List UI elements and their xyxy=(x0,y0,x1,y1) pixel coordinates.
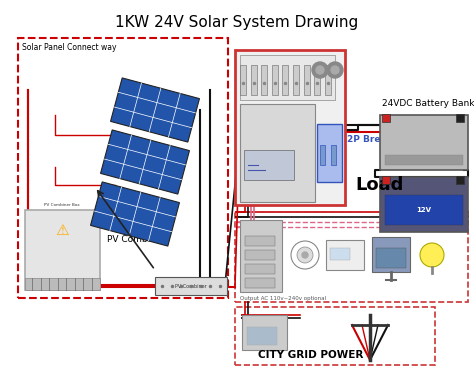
Text: Output AC 110v~240v optional: Output AC 110v~240v optional xyxy=(240,296,326,301)
Bar xyxy=(372,237,410,272)
Bar xyxy=(320,145,325,165)
Text: PV Combiner: PV Combiner xyxy=(175,283,207,288)
Circle shape xyxy=(297,247,313,263)
Circle shape xyxy=(291,241,319,269)
Bar xyxy=(235,307,435,365)
Bar xyxy=(18,38,228,298)
Text: Solar Panel Connect way: Solar Panel Connect way xyxy=(22,43,117,52)
Text: 2P Breaker: 2P Breaker xyxy=(347,136,403,144)
Bar xyxy=(155,277,227,295)
Bar xyxy=(456,114,464,122)
Text: PV Combiner: PV Combiner xyxy=(107,236,165,244)
Bar xyxy=(25,278,100,290)
Bar xyxy=(240,104,315,202)
Bar xyxy=(382,176,390,184)
Polygon shape xyxy=(100,130,190,194)
Bar xyxy=(245,264,275,274)
Text: CITY GRID POWER: CITY GRID POWER xyxy=(258,350,364,360)
Polygon shape xyxy=(110,78,200,142)
Circle shape xyxy=(327,62,343,78)
Bar xyxy=(293,65,299,95)
Bar xyxy=(251,65,256,95)
Text: 1KW 24V Solar System Drawing: 1KW 24V Solar System Drawing xyxy=(115,15,359,30)
Circle shape xyxy=(312,62,328,78)
Bar xyxy=(235,50,345,205)
Bar xyxy=(245,250,275,260)
Bar xyxy=(385,155,463,165)
Bar xyxy=(242,315,287,350)
Bar xyxy=(304,65,310,95)
Bar xyxy=(272,65,278,95)
Bar xyxy=(245,278,275,288)
Circle shape xyxy=(316,66,324,74)
Bar xyxy=(376,248,406,268)
Bar xyxy=(326,240,364,270)
Text: 12V: 12V xyxy=(417,207,431,213)
Text: Load: Load xyxy=(355,176,403,194)
Bar xyxy=(245,236,275,246)
Bar xyxy=(330,248,350,260)
Circle shape xyxy=(331,66,339,74)
Bar xyxy=(380,115,468,170)
Bar xyxy=(317,124,342,182)
Bar xyxy=(283,65,289,95)
Bar xyxy=(244,150,294,180)
Bar xyxy=(331,145,336,165)
Text: PV Combiner Box: PV Combiner Box xyxy=(44,203,80,207)
Polygon shape xyxy=(91,182,180,246)
Bar xyxy=(261,65,267,95)
Text: 24VDC Battery Bank: 24VDC Battery Bank xyxy=(382,99,474,108)
Bar xyxy=(240,220,282,292)
Bar xyxy=(240,65,246,95)
Bar xyxy=(25,210,100,290)
Circle shape xyxy=(420,243,444,267)
Bar xyxy=(325,65,331,95)
Bar xyxy=(314,65,320,95)
Bar xyxy=(385,195,463,225)
Circle shape xyxy=(302,252,308,258)
Bar xyxy=(247,327,277,345)
Bar xyxy=(456,176,464,184)
Bar xyxy=(382,114,390,122)
Bar xyxy=(380,177,468,232)
Text: ⚠: ⚠ xyxy=(55,223,69,238)
Bar xyxy=(240,55,335,100)
Bar xyxy=(235,212,468,302)
